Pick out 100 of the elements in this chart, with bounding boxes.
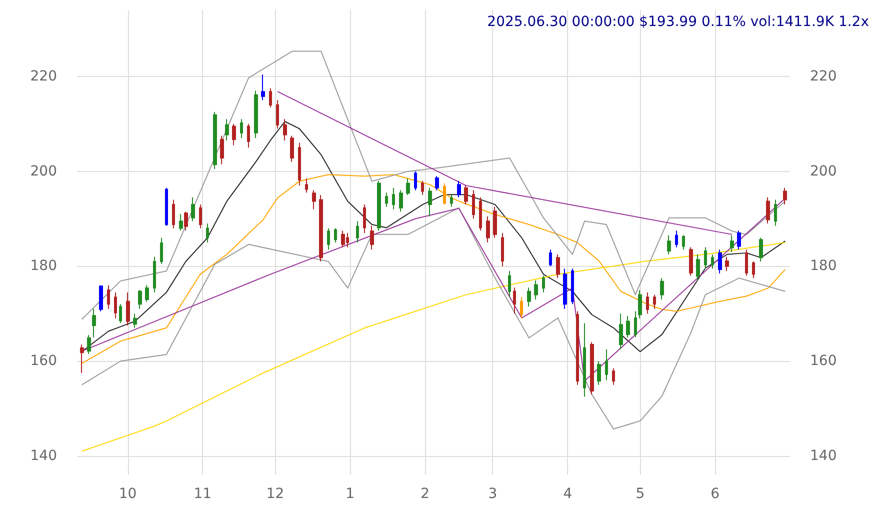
candlestick <box>254 90 258 139</box>
candlestick <box>126 292 130 326</box>
candlestick <box>759 237 763 262</box>
candlestick <box>240 118 243 139</box>
candlestick <box>199 204 202 229</box>
candlestick <box>179 214 183 232</box>
candlestick <box>99 284 103 312</box>
candlestick <box>704 246 707 270</box>
candlestick <box>247 123 250 148</box>
x-tick-label: 11 <box>194 486 212 502</box>
candlestick <box>392 187 395 210</box>
x-tick-label: 3 <box>488 486 498 502</box>
y-tick-label: 220 <box>30 68 57 84</box>
line-series <box>81 174 786 364</box>
candlestick <box>92 308 96 338</box>
y2-tick-label: 220 <box>810 68 837 84</box>
candlestick <box>479 196 482 232</box>
candlestick <box>283 118 287 141</box>
candlestick <box>571 268 574 305</box>
candlestick <box>261 74 265 101</box>
line-series <box>81 198 786 382</box>
candlestick <box>472 190 475 220</box>
candlestick <box>414 170 417 191</box>
candlestick <box>298 142 301 186</box>
y2-tick-label: 200 <box>810 163 837 180</box>
candlestick <box>305 178 308 194</box>
y-tick-label: 140 <box>30 448 57 464</box>
candlestick <box>486 216 490 243</box>
line-series <box>81 121 786 352</box>
candlestick <box>406 178 410 196</box>
y-tick-label: 160 <box>30 353 57 370</box>
candlestick <box>133 313 137 328</box>
candlestick <box>508 270 511 298</box>
y-tick-label: 200 <box>30 163 57 180</box>
x-tick-label: 6 <box>710 486 720 502</box>
candlestick <box>634 310 637 338</box>
candlestick <box>542 275 545 293</box>
candlestick <box>443 182 446 206</box>
candlestick <box>534 280 538 300</box>
candlestick <box>590 342 594 395</box>
candlestick <box>327 228 330 250</box>
candlestick <box>501 232 504 267</box>
candlestick <box>660 278 664 300</box>
candlestick <box>276 100 279 130</box>
candlestick <box>435 176 439 191</box>
candlestick <box>428 187 432 217</box>
x-tick-label: 4 <box>563 486 572 502</box>
candlestick <box>646 292 649 314</box>
candlestick <box>527 287 531 308</box>
candlestick <box>319 194 323 262</box>
candlestick <box>745 249 748 276</box>
candlestick <box>220 135 224 165</box>
candlestick <box>513 287 516 314</box>
candlestick <box>80 344 84 374</box>
candlestick <box>370 225 374 250</box>
candlestick <box>184 211 188 232</box>
candlestick <box>356 220 359 243</box>
candlestick <box>341 230 345 248</box>
candlestick <box>689 246 693 276</box>
candlestick <box>619 313 623 350</box>
candlestick <box>766 196 770 224</box>
candlestick <box>191 196 195 222</box>
candlestick <box>737 230 741 250</box>
candlestick <box>290 135 294 162</box>
candlestick <box>549 249 552 267</box>
candlestick <box>225 118 229 141</box>
candlestick <box>725 256 729 272</box>
candlestick <box>612 368 615 386</box>
candlestick <box>711 254 714 270</box>
candlestick <box>457 180 461 198</box>
candlestick <box>576 310 579 386</box>
candlestick <box>399 190 403 212</box>
candlestick <box>464 185 468 206</box>
x-tick-label: 2 <box>420 486 430 502</box>
candlestick <box>119 304 122 324</box>
candlestick <box>87 334 91 355</box>
candlestick <box>556 254 560 279</box>
candlestick <box>774 199 777 226</box>
candlestick <box>730 234 734 252</box>
candlestick <box>172 199 175 229</box>
candlestick <box>597 360 601 386</box>
y2-tick-label: 160 <box>810 353 837 370</box>
y2-tick-label: 140 <box>810 448 837 464</box>
candlestick <box>421 180 424 196</box>
line-series <box>81 242 786 452</box>
candlestick <box>450 194 453 208</box>
candlestick <box>638 289 642 319</box>
candlestick <box>138 289 142 310</box>
candlestick <box>312 190 316 210</box>
candlestick <box>363 204 366 234</box>
candlestick <box>563 268 567 310</box>
x-tick-label: 12 <box>266 486 284 502</box>
y-tick-label: 180 <box>30 258 57 274</box>
candlestick <box>107 284 110 310</box>
x-tick-label: 1 <box>346 486 355 502</box>
candlestick <box>385 192 388 208</box>
candlestick <box>583 322 586 398</box>
candlestick <box>334 228 337 243</box>
candlestick <box>520 296 523 319</box>
x-tick-label: 5 <box>636 486 645 502</box>
